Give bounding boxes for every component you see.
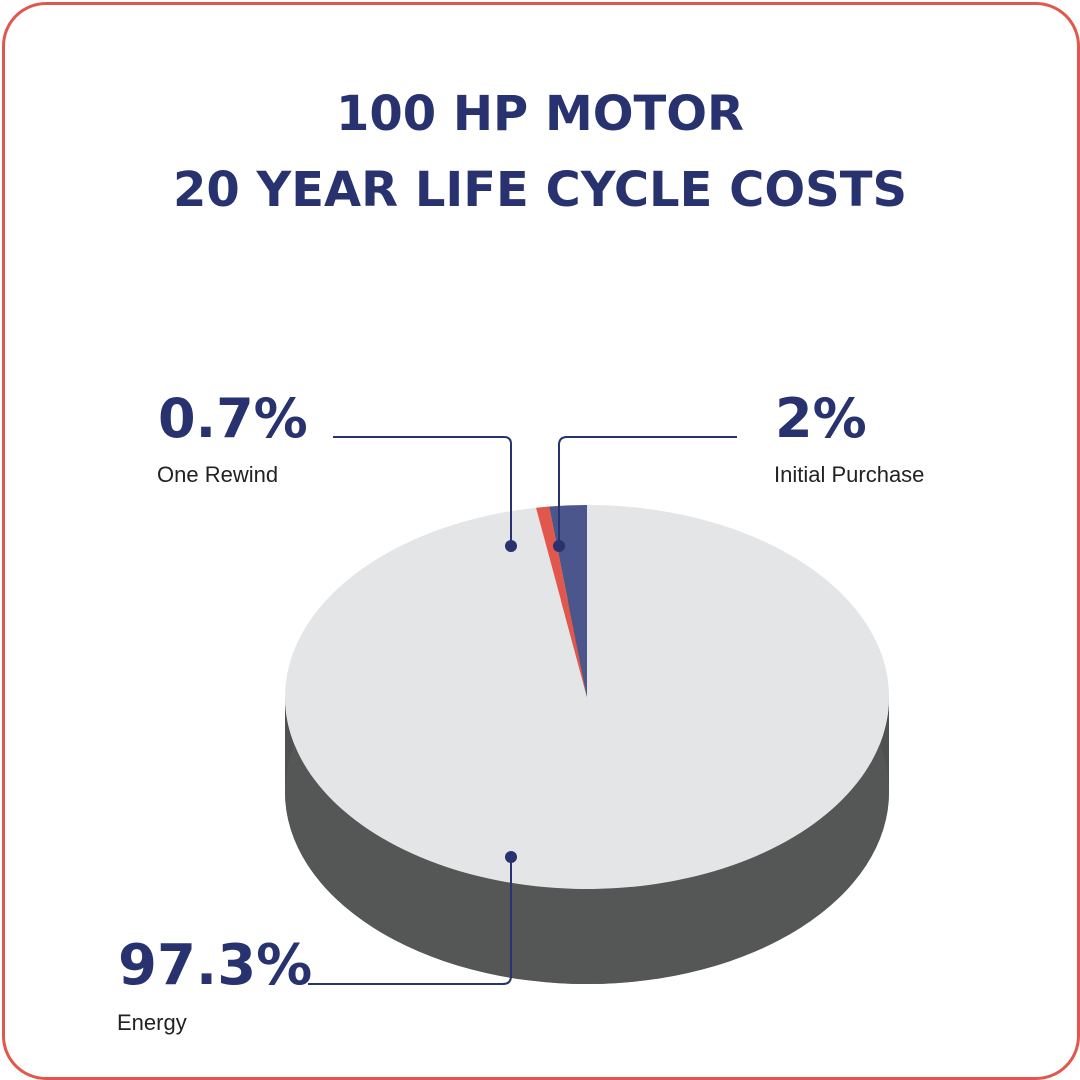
pie-slice-initial-purchase <box>549 505 587 697</box>
leader-line-rewind <box>333 436 512 546</box>
leader-dot-purchase <box>553 540 565 552</box>
chart-subtitle: 20 YEAR LIFE CYCLE COSTS <box>172 162 908 218</box>
pie-slice-one-rewind <box>536 506 587 697</box>
leader-dot-rewind <box>505 540 517 552</box>
leader-line-purchase <box>558 436 737 546</box>
leader-line-energy <box>308 857 512 985</box>
slice-value-energy: 97.3% <box>118 933 312 998</box>
slice-label-energy: Energy <box>117 1010 187 1035</box>
leader-dot-energy <box>505 851 517 863</box>
slice-value-rewind: 0.7% <box>158 387 308 450</box>
slice-value-purchase: 2% <box>775 387 867 450</box>
pie-slice-energy <box>285 505 890 890</box>
pie-callouts: 97.3% Energy 0.7% One Rewind 2% Initial … <box>117 387 924 1035</box>
slice-label-rewind: One Rewind <box>157 462 278 487</box>
chart-title: 100 HP MOTOR <box>335 86 745 142</box>
slice-label-purchase: Initial Purchase <box>774 462 924 487</box>
pie-slices <box>285 505 890 890</box>
